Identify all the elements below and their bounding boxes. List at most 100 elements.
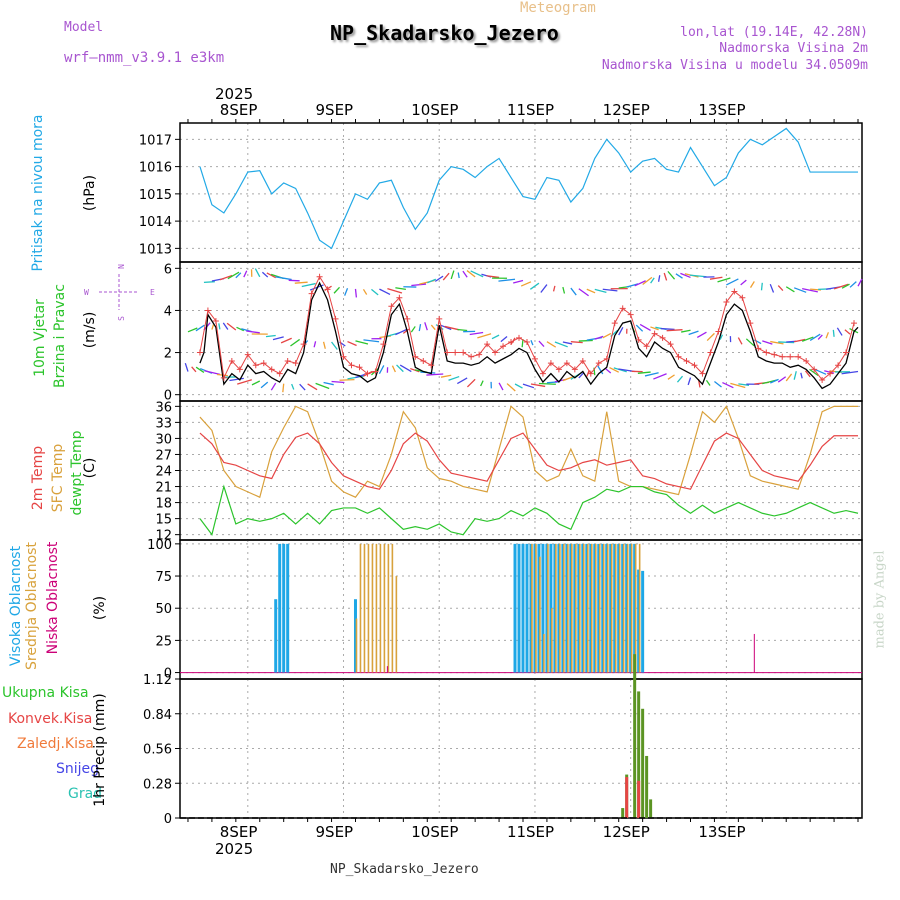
cloud-bar-mid (371, 543, 374, 673)
lonlat-text: lon,lat (19.14E, 42.28N) (680, 25, 868, 40)
wind-gust-marker (428, 362, 435, 369)
wind-arrow (399, 364, 412, 373)
day-label: 8SEP (219, 101, 258, 119)
y-tick-label: 4 (164, 304, 172, 319)
cloud-bar-mid (583, 543, 585, 673)
y-tick-label: 0.28 (143, 777, 172, 792)
wind-gust-marker (236, 366, 243, 373)
precip-bar-total (649, 799, 653, 818)
wind-arrow (363, 339, 380, 343)
wind-arrow (440, 374, 452, 378)
wind-gust-marker (260, 360, 267, 367)
wind-arrow (480, 380, 484, 387)
wind-arrow (562, 286, 566, 294)
cloud-bar-mid (638, 543, 641, 673)
wind-arrow (261, 271, 269, 278)
y-tick-label: 1.12 (143, 673, 172, 688)
wind-arrow (836, 327, 843, 336)
frz-precip-label: Zaledj.Kisa (17, 736, 94, 752)
wind-arrow (578, 288, 589, 297)
cloud-bar-low (753, 633, 755, 673)
wind-arrow (653, 373, 667, 380)
precip-bar-total (641, 708, 645, 818)
wind-arrow (833, 283, 849, 290)
wind-arrow (639, 323, 651, 331)
cloud-bar-high (517, 543, 521, 673)
cloud-bar-mid (563, 543, 565, 673)
y-tick-label: 0 (164, 389, 172, 404)
wind-arrow (395, 287, 406, 291)
wind-arrow (802, 287, 818, 293)
wind-gust-marker (460, 349, 467, 356)
wind-arrow (469, 331, 484, 336)
y-tick-label: 50 (155, 602, 172, 617)
wind-arrow (246, 330, 260, 334)
wind-arrow (663, 272, 668, 281)
y-tick-label: 18 (155, 497, 172, 512)
wind-arrow (604, 367, 612, 374)
wind-arrow (824, 370, 835, 374)
wind-gust-marker (268, 366, 275, 373)
wind-arrow (809, 368, 819, 377)
wind-arrow (498, 382, 504, 391)
wind-gust-marker (228, 357, 235, 364)
wind-arrow (597, 365, 604, 375)
wind-arrow (793, 371, 797, 380)
cloud-bar-high (278, 543, 282, 673)
cloud-bar-mid (383, 543, 386, 673)
wind-arrow (538, 382, 556, 385)
wind-arrow (307, 383, 318, 391)
cloud-bar-mid (367, 543, 370, 673)
cloud-bar-mid (610, 543, 613, 673)
cloud-bar-mid (391, 543, 394, 673)
cloud-bar-high (641, 570, 645, 673)
wind-arrow (442, 272, 450, 281)
wind-gust-marker (212, 317, 219, 324)
wind-arrow (800, 372, 803, 379)
y-tick-label: 27 (155, 448, 172, 463)
wind-arrow (594, 335, 604, 340)
y-tick-label: 15 (155, 513, 172, 528)
cloud-bar-high (621, 543, 625, 673)
wind-arrow (650, 326, 659, 331)
cloud-bar-high (561, 543, 565, 673)
wind-arrow (687, 377, 692, 386)
cloud-bar-high (557, 543, 561, 673)
wind-gust-marker (196, 349, 203, 356)
cloud-bar-mid (567, 543, 569, 673)
wind-arrow (331, 380, 345, 384)
wind-arrow (229, 377, 244, 382)
cloud-bar-high (601, 543, 605, 673)
cloud-bar-mid (571, 543, 573, 673)
y-tick-label: 75 (155, 570, 172, 585)
y-tick-label: 0 (164, 812, 172, 827)
wind-arrow (424, 322, 428, 331)
cloud-bar-mid (363, 543, 366, 673)
dewpt-line (199, 484, 859, 537)
compass-w: W (84, 288, 89, 297)
wind-arrow (294, 281, 308, 284)
wind-gust-marker (452, 349, 459, 356)
wind-arrow (817, 334, 823, 340)
wind-arrow (696, 331, 707, 339)
wind-gust-marker (827, 370, 834, 377)
wind-gust-marker (244, 351, 251, 358)
wind-arrow (344, 288, 349, 296)
day-label: 11SEP (506, 101, 555, 119)
wind-arrow (578, 339, 593, 342)
wind-arrow (626, 283, 639, 288)
wind-arrow (402, 328, 410, 334)
cloud-bar-high (617, 543, 621, 673)
wind-arrow (486, 275, 500, 279)
cloud-bar-mid (531, 543, 533, 673)
wind-arrow (785, 373, 793, 382)
wind-arrow (769, 283, 775, 293)
wind-arrow (218, 323, 221, 330)
wind-arrow (594, 288, 607, 293)
wind-arrow (578, 372, 584, 379)
model-altitude-text: Nadmorska Visina u modelu 34.0509m (601, 58, 868, 73)
wind-arrow (770, 340, 784, 345)
cloud-bar-high (525, 543, 529, 673)
wind-gust-marker (739, 294, 746, 301)
